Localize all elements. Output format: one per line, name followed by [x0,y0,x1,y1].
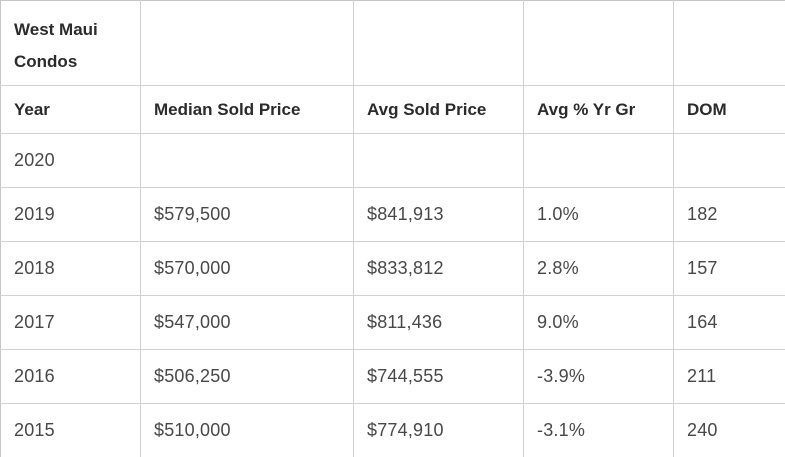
table-header-row: Year Median Sold Price Avg Sold Price Av… [0,85,785,134]
table-row-2018: 2018 $570,000 $833,812 2.8% 157 [0,241,785,296]
cell-avg-sold-price: $744,555 [353,349,524,404]
cell-dom: 240 [673,403,785,457]
title-empty-cell [523,0,674,86]
column-header-avg-sold-price: Avg Sold Price [353,85,524,134]
table-title-row: West Maui Condos [0,0,785,86]
cell-year: 2015 [0,403,141,457]
cell-median-sold-price [140,133,354,188]
cell-year: 2020 [0,133,141,188]
cell-median-sold-price: $579,500 [140,187,354,242]
cell-dom: 211 [673,349,785,404]
column-header-median-sold-price: Median Sold Price [140,85,354,134]
cell-median-sold-price: $506,250 [140,349,354,404]
column-header-year: Year [0,85,141,134]
cell-dom [673,133,785,188]
cell-avg-pct-yr-gr: 9.0% [523,295,674,350]
cell-dom: 164 [673,295,785,350]
cell-avg-sold-price: $833,812 [353,241,524,296]
cell-avg-sold-price: $841,913 [353,187,524,242]
table-row-2015: 2015 $510,000 $774,910 -3.1% 240 [0,403,785,457]
title-empty-cell [353,0,524,86]
cell-median-sold-price: $547,000 [140,295,354,350]
cell-avg-pct-yr-gr: 2.8% [523,241,674,296]
column-header-dom: DOM [673,85,785,134]
cell-year: 2019 [0,187,141,242]
title-empty-cell [140,0,354,86]
cell-median-sold-price: $510,000 [140,403,354,457]
cell-avg-sold-price: $811,436 [353,295,524,350]
cell-dom: 182 [673,187,785,242]
cell-year: 2016 [0,349,141,404]
table-title: West Maui Condos [0,0,141,86]
cell-avg-pct-yr-gr: -3.1% [523,403,674,457]
cell-avg-pct-yr-gr: -3.9% [523,349,674,404]
column-header-avg-pct-yr-gr: Avg % Yr Gr [523,85,674,134]
cell-avg-sold-price: $774,910 [353,403,524,457]
cell-avg-pct-yr-gr: 1.0% [523,187,674,242]
cell-avg-pct-yr-gr [523,133,674,188]
cell-median-sold-price: $570,000 [140,241,354,296]
table-row-2020: 2020 [0,133,785,188]
title-empty-cell [673,0,785,86]
cell-dom: 157 [673,241,785,296]
cell-avg-sold-price [353,133,524,188]
table-row-2017: 2017 $547,000 $811,436 9.0% 164 [0,295,785,350]
table-row-2016: 2016 $506,250 $744,555 -3.9% 211 [0,349,785,404]
table-row-2019: 2019 $579,500 $841,913 1.0% 182 [0,187,785,242]
cell-year: 2018 [0,241,141,296]
cell-year: 2017 [0,295,141,350]
